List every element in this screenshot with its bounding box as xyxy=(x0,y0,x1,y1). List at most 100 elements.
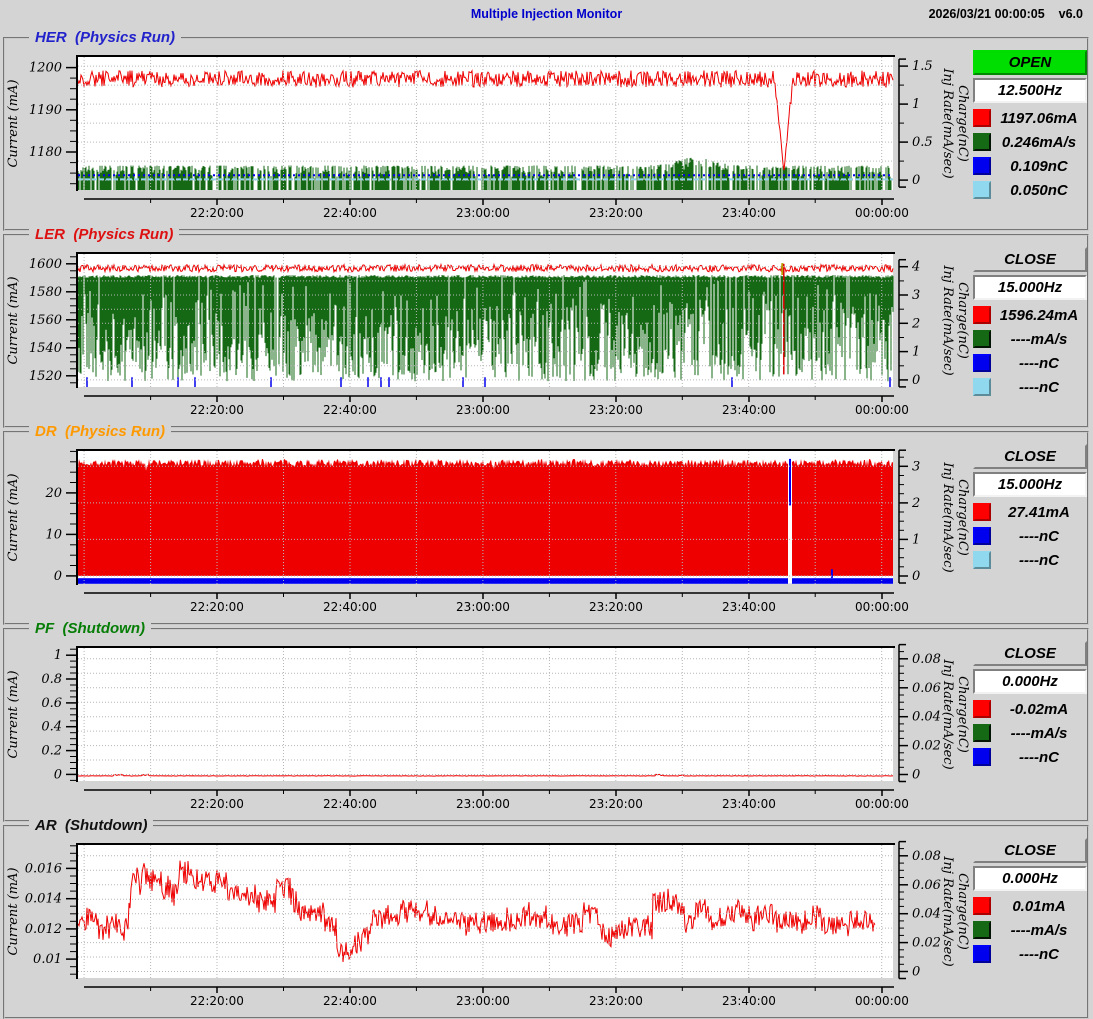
svg-text:22:20:00: 22:20:00 xyxy=(190,403,244,417)
legend-value: 0.109nC xyxy=(991,158,1087,175)
svg-text:0: 0 xyxy=(912,569,920,584)
legend-color-swatch xyxy=(973,527,991,545)
svg-text:20: 20 xyxy=(44,486,62,501)
svg-text:0: 0 xyxy=(912,373,920,388)
svg-text:22:40:00: 22:40:00 xyxy=(323,797,377,811)
legend-row: ----mA/s xyxy=(973,724,1087,742)
legend-value: 1197.06mA xyxy=(991,110,1087,127)
legend: 1596.24mA----mA/s----nC----nC xyxy=(973,306,1087,396)
svg-text:0.02: 0.02 xyxy=(912,739,941,754)
svg-text:Charge(nC): Charge(nC) xyxy=(955,873,970,950)
legend-value: 1596.24mA xyxy=(991,307,1087,324)
datetime-label: 2026/03/21 00:00:05 xyxy=(929,7,1045,21)
svg-text:Current (mA): Current (mA) xyxy=(6,276,21,364)
svg-text:Inj Rate(mA/sec): Inj Rate(mA/sec) xyxy=(940,264,955,375)
svg-text:0.8: 0.8 xyxy=(41,672,62,687)
svg-text:0.6: 0.6 xyxy=(41,696,62,711)
legend: -0.02mA ----mA/s ----nC xyxy=(973,700,1087,766)
svg-text:0.04: 0.04 xyxy=(912,907,941,922)
legend-color-swatch xyxy=(973,503,991,521)
shutter-status-button[interactable]: CLOSE xyxy=(973,247,1087,272)
svg-text:23:40:00: 23:40:00 xyxy=(722,994,776,1008)
shutter-status-button[interactable]: CLOSE xyxy=(973,444,1087,469)
legend: 27.41mA----nC----nC xyxy=(973,503,1087,569)
legend-value: ----mA/s xyxy=(991,922,1087,939)
legend: 0.01mA----mA/s----nC xyxy=(973,897,1087,963)
svg-text:0.06: 0.06 xyxy=(912,878,941,893)
legend-row: 27.41mA xyxy=(973,503,1087,521)
svg-text:1540: 1540 xyxy=(29,341,62,356)
svg-text:23:20:00: 23:20:00 xyxy=(589,600,643,614)
svg-text:Charge(nC): Charge(nC) xyxy=(955,676,970,753)
legend-color-swatch xyxy=(973,306,991,324)
panel-ler: LER (Physics Run) 1520154015601580160022… xyxy=(3,234,1089,428)
svg-text:Current (mA): Current (mA) xyxy=(6,473,21,561)
svg-text:1: 1 xyxy=(912,97,920,112)
panel-ar: AR (Shutdown) 0.010.0120.0140.01622:20:0… xyxy=(3,825,1089,1019)
injection-rate-display: 15.000Hz xyxy=(973,275,1087,300)
legend-color-swatch xyxy=(973,181,991,199)
svg-text:22:20:00: 22:20:00 xyxy=(190,600,244,614)
side-readout: CLOSE 0.000Hz 0.01mA----mA/s----nC xyxy=(973,838,1087,963)
legend-color-swatch xyxy=(973,109,991,127)
legend: 1197.06mA0.246mA/s0.109nC0.050nC xyxy=(973,109,1087,199)
svg-text:2: 2 xyxy=(911,496,920,511)
legend-color-swatch xyxy=(973,157,991,175)
legend-value: 27.41mA xyxy=(991,504,1087,521)
svg-text:00:00:00: 00:00:00 xyxy=(855,403,909,417)
svg-text:1520: 1520 xyxy=(29,369,62,384)
svg-text:0.01: 0.01 xyxy=(33,952,62,967)
svg-text:23:00:00: 23:00:00 xyxy=(456,797,510,811)
svg-text:23:40:00: 23:40:00 xyxy=(722,797,776,811)
legend-value: ----nC xyxy=(991,528,1087,545)
legend-value: -0.02mA xyxy=(991,701,1087,718)
svg-text:0.012: 0.012 xyxy=(25,922,62,937)
svg-text:3: 3 xyxy=(912,459,920,474)
injection-monitor-window: { "header": { "title": "Multiple Injecti… xyxy=(0,0,1093,1015)
svg-text:0: 0 xyxy=(912,173,920,188)
svg-text:0.014: 0.014 xyxy=(25,892,62,907)
legend-row: ----nC xyxy=(973,378,1087,396)
panel-dr: DR (Physics Run) 0102022:20:0022:40:0023… xyxy=(3,431,1089,625)
legend-color-swatch xyxy=(973,551,991,569)
svg-text:0.4: 0.4 xyxy=(41,720,62,735)
legend-value: ----nC xyxy=(991,749,1087,766)
legend-row: ----nC xyxy=(973,748,1087,766)
legend-color-swatch xyxy=(973,378,991,396)
shutter-status-button[interactable]: OPEN xyxy=(973,50,1087,75)
svg-text:23:20:00: 23:20:00 xyxy=(589,206,643,220)
svg-text:0.016: 0.016 xyxy=(25,861,62,876)
svg-text:1600: 1600 xyxy=(29,257,62,272)
shutter-status-button[interactable]: CLOSE xyxy=(973,838,1087,863)
svg-text:00:00:00: 00:00:00 xyxy=(855,600,909,614)
svg-text:0.02: 0.02 xyxy=(912,936,941,951)
legend-color-swatch xyxy=(973,330,991,348)
svg-text:1180: 1180 xyxy=(29,145,62,160)
svg-text:23:00:00: 23:00:00 xyxy=(456,994,510,1008)
legend-row: 0.246mA/s xyxy=(973,133,1087,151)
legend-value: ----mA/s xyxy=(991,331,1087,348)
svg-text:0: 0 xyxy=(54,767,62,782)
svg-text:1200: 1200 xyxy=(29,61,62,76)
svg-text:22:40:00: 22:40:00 xyxy=(323,600,377,614)
svg-text:22:40:00: 22:40:00 xyxy=(323,206,377,220)
svg-text:Current (mA): Current (mA) xyxy=(6,867,21,955)
side-readout: CLOSE 15.000Hz 27.41mA----nC----nC xyxy=(973,444,1087,569)
svg-text:4: 4 xyxy=(911,260,920,275)
svg-text:1560: 1560 xyxy=(29,313,62,328)
svg-text:1: 1 xyxy=(912,345,920,360)
header-bar: Multiple Injection Monitor 2026/03/21 00… xyxy=(0,0,1093,30)
side-readout: CLOSE 15.000Hz 1596.24mA----mA/s----nC--… xyxy=(973,247,1087,396)
svg-text:22:40:00: 22:40:00 xyxy=(323,994,377,1008)
strip-chart: 1520154015601580160022:20:0022:40:0023:0… xyxy=(5,236,971,422)
legend-color-swatch xyxy=(973,700,991,718)
svg-text:3: 3 xyxy=(912,288,920,303)
svg-text:0: 0 xyxy=(54,569,62,584)
legend-row: 1596.24mA xyxy=(973,306,1087,324)
svg-text:Charge(nC): Charge(nC) xyxy=(955,479,970,556)
shutter-status-button[interactable]: CLOSE xyxy=(973,641,1087,666)
panel-her: HER (Physics Run) 11801190120022:20:0022… xyxy=(3,37,1089,231)
legend-row: ----mA/s xyxy=(973,921,1087,939)
svg-text:00:00:00: 00:00:00 xyxy=(855,994,909,1008)
svg-text:Charge(nC): Charge(nC) xyxy=(955,85,970,162)
